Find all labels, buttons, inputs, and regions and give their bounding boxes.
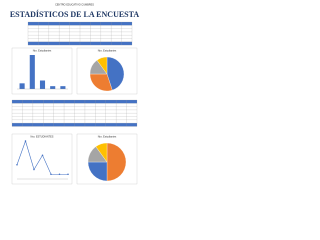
- chart-title: Nro. Estudiantes: [98, 136, 117, 139]
- point: [16, 163, 18, 166]
- bar: [19, 83, 25, 89]
- pie-slice: [96, 56, 108, 75]
- point: [24, 140, 27, 142]
- pie-slice: [106, 56, 125, 91]
- bar: [50, 86, 56, 89]
- point: [67, 173, 69, 176]
- chart-frame: [11, 133, 73, 185]
- point: [50, 173, 52, 176]
- school-name: CENTRO EDUCATIVO CUMBRES: [55, 4, 94, 7]
- bar: [39, 80, 46, 89]
- chart-title: Nro. Estudiantes: [33, 50, 52, 53]
- page-title: ESTADÍSTICOS DE LA ENCUESTA: [10, 9, 140, 19]
- page: CENTRO EDUCATIVO CUMBRES ESTADÍSTICOS DE…: [0, 0, 149, 198]
- pie-slice: [95, 142, 108, 163]
- pie-slice: [106, 142, 127, 182]
- point: [33, 168, 35, 171]
- bar: [29, 55, 35, 89]
- bar: [60, 86, 66, 89]
- chart-title: Nro. ESTUDIANTES: [31, 136, 54, 139]
- pie-slice: [89, 73, 113, 92]
- pie-slice: [87, 161, 108, 182]
- point: [41, 154, 44, 157]
- point: [58, 173, 61, 176]
- chart-title: Nro. Estudiantes: [98, 50, 117, 53]
